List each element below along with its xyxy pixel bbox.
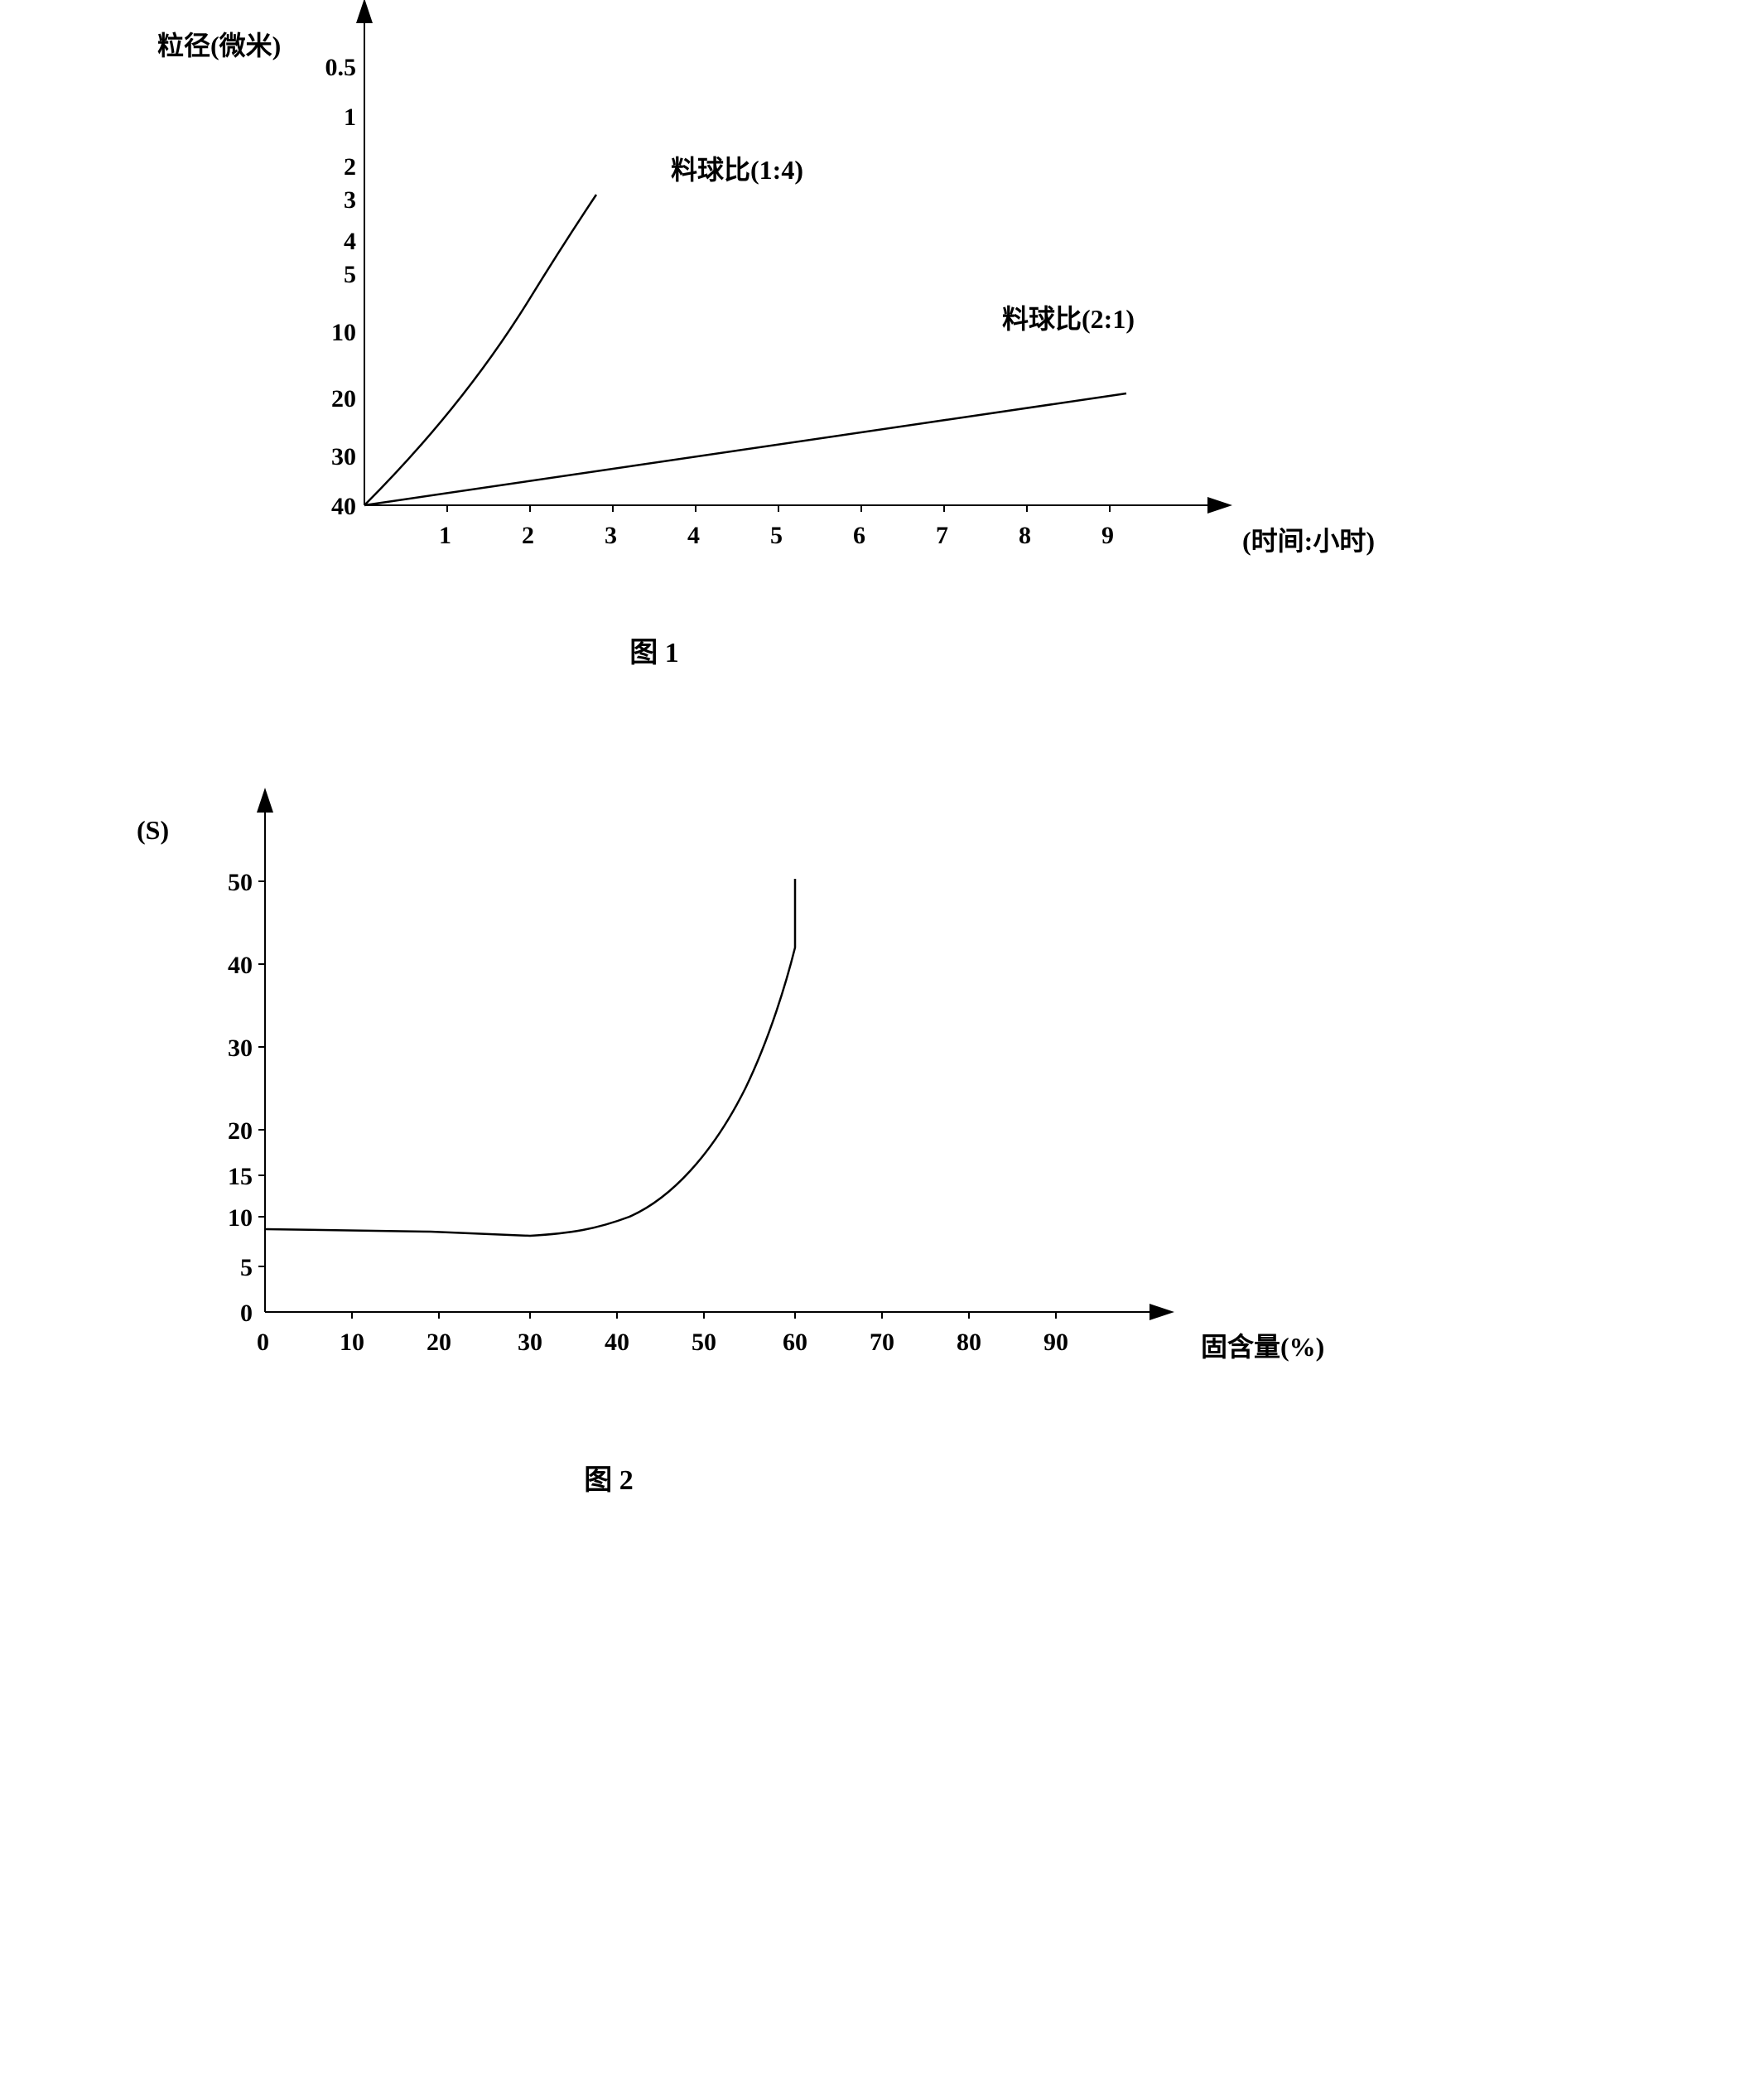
chart1-xtick: 6 [853, 522, 865, 550]
chart1-xtick: 5 [770, 522, 783, 550]
chart2-xtick: 40 [605, 1329, 629, 1357]
chart2-ytick: 30 [228, 1035, 253, 1063]
chart1-x-label: (时间:小时) [1242, 520, 1375, 558]
chart1-ytick: 20 [331, 385, 356, 413]
chart2-xtick: 70 [870, 1329, 894, 1357]
chart1-xtick: 2 [522, 522, 534, 550]
chart2-xtick: 0 [257, 1329, 269, 1357]
chart1-series1-label: 料球比(1:4) [671, 149, 803, 187]
chart1-ytick: 40 [331, 493, 356, 521]
chart2-xtick: 20 [427, 1329, 451, 1357]
chart2-xtick: 60 [783, 1329, 807, 1357]
chart2-ytick: 5 [240, 1254, 253, 1282]
chart2-ytick: 40 [228, 952, 253, 980]
chart1-series2-label: 料球比(2:1) [1002, 298, 1135, 336]
chart1: 粒径(微米) [199, 33, 1441, 613]
chart1-title: 图 1 [199, 629, 1110, 670]
chart2-xtick: 80 [957, 1329, 981, 1357]
chart2: (S) [133, 819, 1375, 1440]
chart1-ytick: 10 [331, 319, 356, 347]
chart2-ytick: 0 [240, 1300, 253, 1328]
chart2-x-label: 固含量(%) [1201, 1326, 1324, 1364]
chart2-container: (S) [33, 819, 1731, 1498]
chart2-xtick: 50 [692, 1329, 716, 1357]
chart2-ytick: 20 [228, 1117, 253, 1146]
chart1-xtick: 7 [936, 522, 948, 550]
chart1-xtick: 9 [1101, 522, 1114, 550]
chart2-ytick: 15 [228, 1163, 253, 1191]
chart1-xtick: 4 [687, 522, 700, 550]
chart1-xtick: 1 [439, 522, 451, 550]
chart2-xtick: 90 [1043, 1329, 1068, 1357]
chart2-xtick: 10 [340, 1329, 364, 1357]
chart1-ytick: 2 [344, 153, 356, 181]
chart1-ytick: 4 [344, 228, 356, 256]
chart1-xtick: 3 [605, 522, 617, 550]
chart2-svg [133, 819, 1375, 1440]
chart1-ytick: 3 [344, 186, 356, 215]
chart1-xtick: 8 [1019, 522, 1031, 550]
chart2-ytick: 10 [228, 1204, 253, 1232]
chart1-container: 粒径(微米) [33, 33, 1731, 670]
chart1-ytick: 0.5 [325, 54, 357, 82]
chart2-xtick: 30 [518, 1329, 542, 1357]
chart1-ytick: 5 [344, 261, 356, 289]
chart1-ytick: 30 [331, 443, 356, 471]
chart2-ytick: 50 [228, 869, 253, 897]
chart2-title: 图 2 [133, 1457, 1085, 1498]
chart1-ytick: 1 [344, 104, 356, 132]
